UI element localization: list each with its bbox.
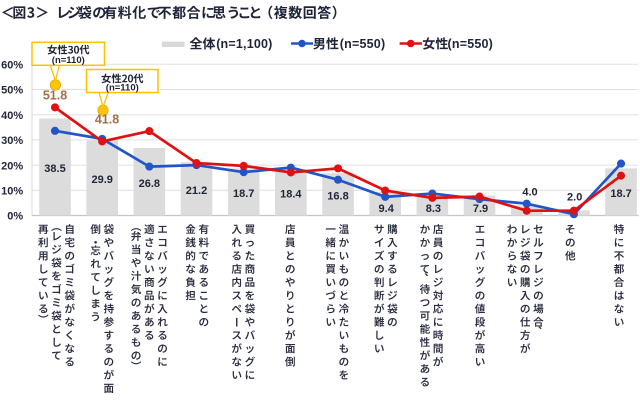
svg-text:(n=110): (n=110) [106,83,139,94]
svg-text:(n=110): (n=110) [52,55,85,66]
svg-text:50%: 50% [1,85,23,97]
svg-text:16.8: 16.8 [327,191,348,203]
svg-text:41.8: 41.8 [95,112,119,126]
svg-text:4.0: 4.0 [522,187,537,199]
svg-text:(n=550): (n=550) [448,37,494,51]
svg-text:20%: 20% [1,160,23,172]
svg-text:18.7: 18.7 [610,188,631,200]
svg-text:9.4: 9.4 [379,203,395,215]
svg-text:2.0: 2.0 [567,192,582,204]
svg-text:10%: 10% [1,186,23,198]
svg-text:29.9: 29.9 [91,174,112,186]
svg-text:51.8: 51.8 [43,88,67,102]
svg-text:38.5: 38.5 [44,163,65,175]
svg-text:21.2: 21.2 [186,185,207,197]
svg-text:7.9: 7.9 [473,203,488,215]
svg-text:60%: 60% [1,60,23,72]
svg-text:26.8: 26.8 [139,178,160,190]
svg-text:18.4: 18.4 [280,189,302,201]
svg-text:0%: 0% [7,211,23,223]
svg-text:18.7: 18.7 [233,188,254,200]
svg-text:(n=1,100): (n=1,100) [216,37,272,51]
svg-text:30%: 30% [1,135,23,147]
svg-text:40%: 40% [1,110,23,122]
svg-text:(n=550): (n=550) [340,37,386,51]
svg-text:8.3: 8.3 [426,203,441,215]
